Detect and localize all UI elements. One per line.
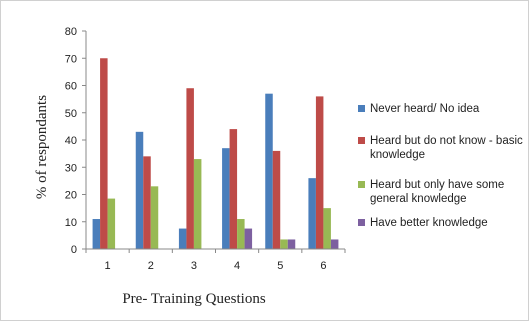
- legend-label: Heard but only have some general knowled…: [370, 179, 505, 205]
- bar-series-4-q5: [287, 239, 296, 249]
- legend-label: Have better knowledge: [370, 217, 488, 229]
- y-tick-label: 70: [65, 53, 77, 65]
- x-tick-label: 2: [148, 260, 154, 272]
- legend-label: Never heard/ No idea: [370, 103, 480, 115]
- y-tick-label: 0: [71, 244, 77, 256]
- y-tick-label: 10: [65, 217, 77, 229]
- legend-label: Heard but do not know - basic knowledge: [370, 135, 523, 161]
- bar-series-2-q2: [143, 156, 151, 249]
- bars: [92, 58, 339, 250]
- x-tick-label: 1: [105, 260, 111, 272]
- bar-series-4-q6: [330, 239, 339, 249]
- bar-series-3-q5: [280, 239, 288, 249]
- bar-series-3-q4: [237, 219, 245, 249]
- legend-swatch: [358, 137, 365, 144]
- bar-series-1-q2: [135, 131, 144, 249]
- legend-swatch: [358, 219, 365, 226]
- bar-series-3-q3: [193, 159, 202, 249]
- x-tick-label: 3: [191, 260, 197, 272]
- bar-series-3-q2: [150, 186, 159, 249]
- y-tick-label: 80: [65, 26, 77, 38]
- bar-series-2-q3: [186, 88, 194, 249]
- y-tick-label: 40: [65, 135, 77, 147]
- x-tick-label: 4: [234, 260, 240, 272]
- legend-swatch: [358, 105, 365, 112]
- legend-swatch: [358, 181, 365, 188]
- y-tick-label: 30: [65, 162, 77, 174]
- bar-series-1-q4: [222, 148, 230, 249]
- y-axis-ticks: 0 10 20 30 40 50 60 70 80: [65, 26, 86, 256]
- x-axis-ticks: 1 2 3 4 5 6: [85, 249, 346, 272]
- bar-series-4-q4: [244, 228, 253, 249]
- bar-series-1-q5: [265, 93, 273, 249]
- bar-series-3-q1: [107, 198, 116, 249]
- bar-series-2-q1: [100, 58, 108, 249]
- x-tick-label: 5: [277, 260, 283, 272]
- y-tick-label: 50: [65, 108, 77, 120]
- bar-series-2-q4: [229, 129, 238, 249]
- y-tick-label: 20: [65, 190, 77, 202]
- y-tick-label: 60: [65, 81, 77, 93]
- y-axis-title: % of respondants: [34, 95, 50, 199]
- bar-series-1-q3: [178, 228, 187, 249]
- bar-series-3-q6: [323, 208, 331, 249]
- x-axis-title: Pre- Training Questions: [122, 291, 266, 307]
- bar-series-2-q6: [315, 96, 324, 250]
- bar-series-1-q6: [308, 178, 316, 249]
- bar-series-2-q5: [272, 150, 281, 249]
- bar-series-1-q1: [92, 219, 101, 249]
- x-tick-label: 6: [320, 260, 326, 272]
